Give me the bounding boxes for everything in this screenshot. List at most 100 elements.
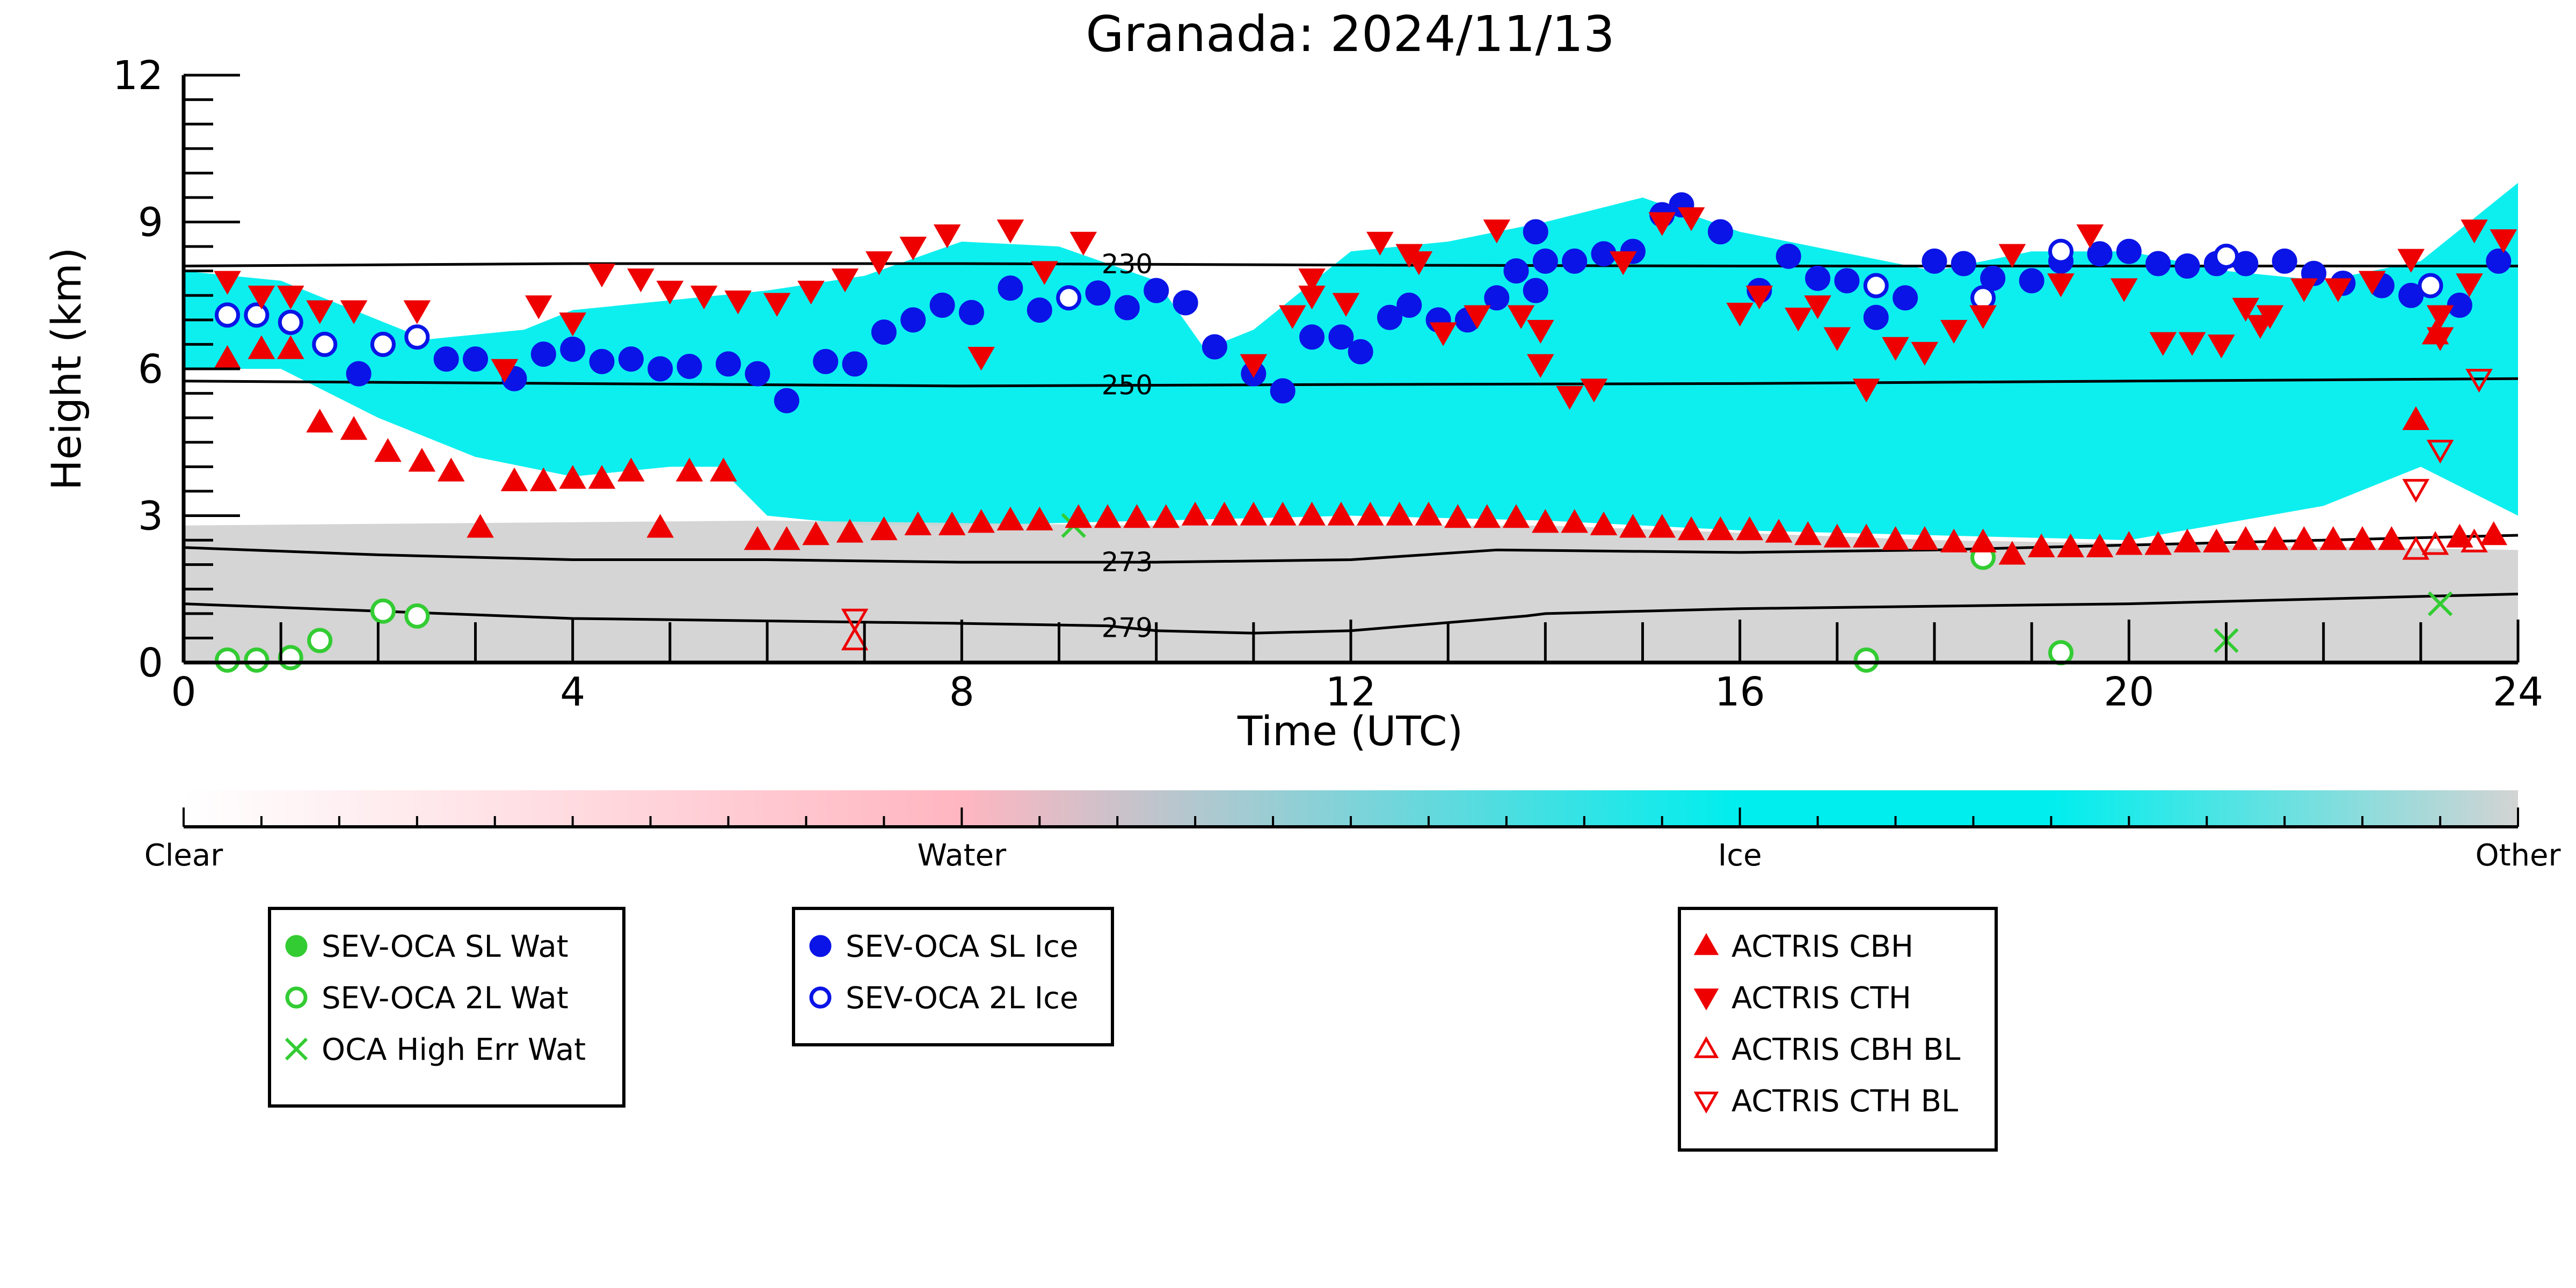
contour-label-273: 273 (1102, 547, 1153, 578)
point-actris-cbh (276, 335, 304, 359)
contour-line-250 (183, 377, 2519, 388)
point-sev-oca-2l-ice (1863, 273, 1889, 299)
legend-item-actris-cbh: ACTRIS CBH (1693, 929, 1913, 964)
y-tick-label: 9 (138, 200, 163, 246)
point-actris-cbh (1823, 523, 1851, 548)
point-actris-cbh (2144, 531, 2172, 555)
point-sev-oca-sl-ice (2087, 241, 2113, 267)
colorbar-label-ice: Ice (1718, 838, 1762, 873)
x-axis-label: Time (UTC) (1237, 707, 1463, 755)
point-actris-cth (1882, 337, 1909, 361)
point-sev-oca-sl-ice (1299, 324, 1325, 350)
point-actris-cbh (2057, 533, 2084, 558)
point-actris-cbh-bl (841, 626, 869, 651)
point-actris-cbh (802, 521, 829, 545)
point-actris-cbh (1940, 528, 1968, 552)
point-actris-cth (403, 300, 431, 324)
point-actris-cbh (1532, 509, 1559, 533)
point-actris-cbh (870, 516, 898, 541)
point-actris-cbh (1415, 501, 1443, 526)
point-actris-cth (627, 268, 654, 293)
point-sev-oca-sl-ice (2486, 248, 2512, 274)
point-actris-cbh (2290, 526, 2318, 550)
point-sev-oca-2l-ice (404, 324, 430, 350)
point-actris-cth (2047, 273, 2075, 297)
point-actris-cbh (1240, 501, 1268, 526)
point-actris-cbh (710, 457, 737, 482)
legend-label: OCA High Err Wat (322, 1032, 586, 1067)
legend-item-sev-oca-sl-ice: SEV-OCA SL Ice (809, 929, 1078, 964)
point-sev-oca-2l-ice (312, 331, 338, 357)
point-sev-oca-2l-ice (2418, 273, 2443, 299)
point-actris-cbh (675, 457, 703, 482)
point-actris-cth-bl (841, 608, 869, 632)
point-sev-oca-sl-ice (1863, 304, 1889, 330)
point-actris-cth-bl (2465, 368, 2493, 393)
point-sev-oca-2l-wat (404, 603, 430, 629)
point-actris-cbh (2348, 526, 2376, 550)
point-actris-cth (763, 293, 791, 317)
point-sev-oca-sl-ice (1834, 268, 1860, 294)
point-sev-oca-sl-ice (2116, 238, 2142, 264)
point-sev-oca-sl-ice (2272, 248, 2297, 274)
point-actris-cth (1969, 305, 1997, 329)
point-sev-oca-sl-ice (1114, 295, 1140, 321)
point-sev-oca-2l-wat (2048, 640, 2074, 666)
point-sev-oca-sl-ice (1707, 219, 1733, 245)
point-actris-cth (1366, 231, 1394, 256)
point-sev-oca-sl-ice (1523, 278, 1548, 303)
legend-item-actris-cbh-bl: ACTRIS CBH BL (1693, 1032, 1960, 1067)
point-actris-cth (588, 263, 616, 288)
contour-line-230 (183, 262, 2518, 268)
legend-symbol (285, 1037, 308, 1061)
point-sev-oca-sl-ice (2398, 282, 2424, 308)
legend-item-sev-oca-2l-wat: SEV-OCA 2L Wat (285, 981, 569, 1016)
point-actris-cth (2490, 229, 2517, 253)
legend-frame (268, 907, 625, 1108)
point-actris-cth (2324, 278, 2352, 302)
point-sev-oca-sl-ice (647, 356, 673, 382)
legend-frame (1678, 907, 1998, 1152)
point-actris-cth (1464, 305, 1491, 329)
point-actris-cbh (1998, 541, 2026, 565)
point-actris-cbh (1736, 516, 1764, 541)
point-sev-oca-sl-ice (618, 346, 644, 372)
point-actris-cbh (1677, 516, 1705, 541)
x-tick-label: 8 (949, 669, 974, 715)
point-actris-cth (2456, 273, 2483, 297)
point-actris-cbh (467, 514, 494, 538)
series-actris-cbh (214, 321, 2508, 565)
colorbar: Clear Water Ice Other (144, 790, 2562, 873)
point-sev-oca-sl-ice (1922, 248, 1947, 274)
point-actris-cbh (1298, 501, 1326, 526)
series-actris-cth (214, 207, 2517, 410)
point-sev-oca-sl-ice (2019, 268, 2044, 294)
colorbar-label-clear: Clear (144, 838, 223, 873)
point-sev-oca-sl-ice (900, 307, 926, 333)
point-actris-cth (831, 268, 859, 293)
point-actris-cth (690, 286, 718, 310)
point-actris-cbh (904, 511, 932, 535)
point-actris-cth (1911, 341, 1939, 366)
point-sev-oca-sl-ice (1173, 290, 1198, 316)
point-actris-cth (1332, 293, 1360, 317)
contour-line-279 (183, 592, 2519, 635)
legend-box-1: SEV-OCA SL Wat SEV-OCA 2L Wat OCA High Err… (268, 907, 625, 1108)
legend-box-3: ACTRIS CBH ACTRIS CTH ACTRIS CBH BL ACTRIS … (1678, 907, 1998, 1152)
point-sev-oca-sl-ice (998, 275, 1023, 301)
y-tick-label: 3 (138, 493, 163, 540)
point-actris-cth (1677, 207, 1705, 231)
point-actris-cth (2461, 219, 2488, 244)
point-actris-cbh (1882, 526, 1909, 550)
point-actris-cth (933, 224, 961, 249)
point-actris-cth (1580, 379, 1608, 403)
point-actris-cth (306, 300, 333, 324)
colorbar-labels: Clear Water Ice Other (144, 838, 2562, 873)
point-sev-oca-2l-wat (370, 598, 396, 624)
point-actris-cth (248, 286, 275, 310)
point-sev-oca-sl-ice (842, 351, 868, 377)
point-actris-cth (1429, 322, 1457, 346)
point-actris-cth (1526, 319, 1554, 344)
point-actris-cth (1240, 354, 1268, 378)
contour-label-279: 279 (1102, 612, 1153, 643)
